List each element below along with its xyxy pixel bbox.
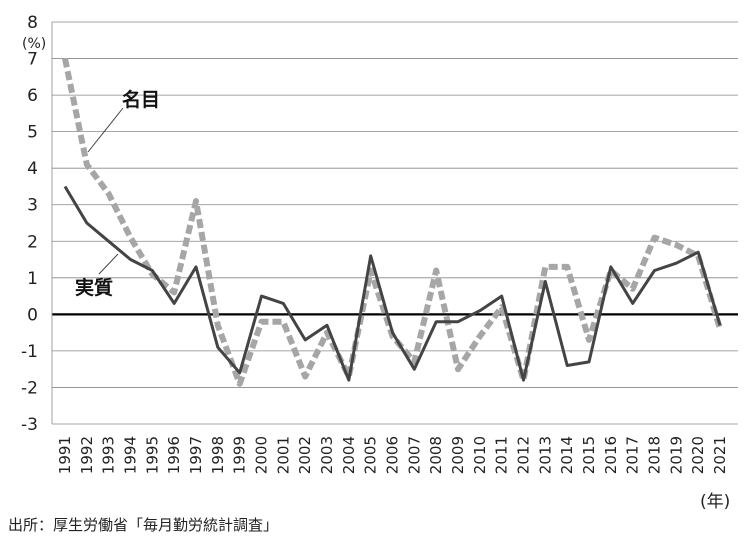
x-tick-label: 2006 xyxy=(384,436,402,474)
x-tick-label: 1995 xyxy=(143,436,161,474)
x-tick-label: 2009 xyxy=(449,436,467,474)
series-label-real: 実質 xyxy=(75,276,113,299)
x-tick-label: 2007 xyxy=(405,436,423,474)
x-tick-label: 2001 xyxy=(274,436,292,474)
y-tick-label: 3 xyxy=(27,196,38,216)
y-tick-label: -3 xyxy=(21,415,38,435)
source-note: 出所：厚生労働省「毎月勤労統計調査」 xyxy=(8,516,279,534)
y-tick-label: -1 xyxy=(21,342,38,362)
x-tick-label: 1993 xyxy=(100,436,118,474)
x-tick-label: 1992 xyxy=(78,436,96,474)
x-axis-unit: (年) xyxy=(700,492,730,512)
series-label-nominal: 名目 xyxy=(122,88,160,111)
x-tick-label: 2021 xyxy=(711,436,729,474)
leader-line-nominal xyxy=(87,107,124,153)
x-tick-label: 2019 xyxy=(667,436,685,474)
x-tick-label: 2000 xyxy=(253,436,271,474)
x-tick-label: 2010 xyxy=(471,436,489,474)
leader-line-real xyxy=(98,253,119,275)
x-tick-label: 2005 xyxy=(362,436,380,474)
series-line-1 xyxy=(63,185,722,382)
grid-lines xyxy=(51,21,738,425)
x-tick-label: 2020 xyxy=(689,436,707,474)
y-tick-label: 6 xyxy=(27,86,38,106)
x-tick-label: 2017 xyxy=(624,436,642,474)
x-tick-label: 2011 xyxy=(493,436,511,474)
x-tick-label: 1991 xyxy=(56,436,74,474)
y-tick-label: 1 xyxy=(27,269,38,289)
series-line-0 xyxy=(62,57,723,387)
x-tick-label: 1996 xyxy=(165,436,183,474)
series-lines xyxy=(62,57,723,387)
x-tick-label: 2004 xyxy=(340,436,358,474)
y-tick-label: 4 xyxy=(27,159,38,179)
y-axis-ticks: 8 7 6 5 4 3 2 1 0 -1 -2 -3 xyxy=(21,13,38,435)
x-axis-ticks: 1991 1992 1993 1994 1995 1996 1997 1998 1999 2000… xyxy=(56,436,729,474)
x-tick-label: 1999 xyxy=(231,436,249,474)
x-tick-label: 2015 xyxy=(580,436,598,474)
y-tick-label: 7 xyxy=(27,50,38,70)
x-tick-label: 2002 xyxy=(296,436,314,474)
x-tick-label: 2003 xyxy=(318,436,336,474)
x-tick-label: 2016 xyxy=(602,436,620,474)
y-tick-label: 5 xyxy=(27,123,38,143)
x-tick-label: 2008 xyxy=(427,436,445,474)
x-tick-label: 2014 xyxy=(558,436,576,474)
y-tick-label: -2 xyxy=(21,378,38,398)
x-tick-label: 2012 xyxy=(515,436,533,474)
y-tick-label: 0 xyxy=(27,305,38,325)
x-tick-label: 1997 xyxy=(187,436,205,474)
y-tick-label: 2 xyxy=(27,232,38,252)
x-tick-label: 2018 xyxy=(646,436,664,474)
x-tick-label: 2013 xyxy=(536,436,554,474)
x-tick-label: 1998 xyxy=(209,436,227,474)
y-tick-label: 8 xyxy=(27,13,38,33)
y-axis-unit: (%) xyxy=(22,36,46,52)
x-tick-label: 1994 xyxy=(122,436,140,474)
